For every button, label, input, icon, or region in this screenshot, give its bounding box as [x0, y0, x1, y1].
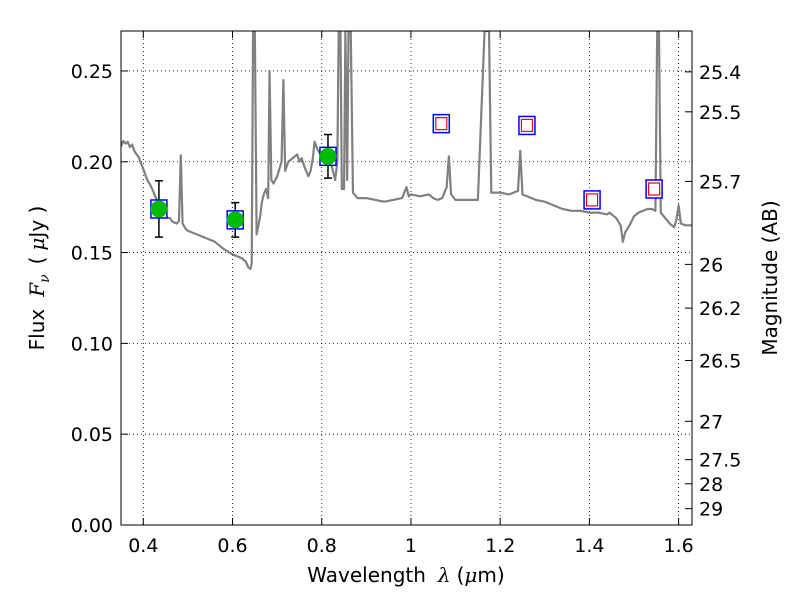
- upper-limit-marker: [647, 182, 661, 196]
- x-axis-label: Wavelength λ (μm): [307, 563, 504, 587]
- y2-tick-label: 26.5: [699, 350, 741, 372]
- observed-photometry-marker: [319, 147, 337, 165]
- plot-frame: [120, 30, 693, 526]
- y2-axis-label: Magnitude (AB): [758, 200, 782, 355]
- y2-tick-label: 29: [699, 499, 723, 521]
- x-tick-label: 0.4: [128, 535, 158, 557]
- upper-limit-marker: [435, 117, 448, 131]
- y2-tick-label: 25.7: [699, 171, 741, 193]
- tick-labels: 0.4 0.6 0.8 1 1.2 1.4 1.6 0.00 0.05 0.10 0.15 0.20 0…: [71, 61, 742, 557]
- y-tick-label: 0.25: [71, 61, 113, 83]
- y2-tick-label: 26: [699, 254, 723, 276]
- y-tick-label: 0.00: [71, 515, 113, 537]
- y-tick-label: 0.10: [71, 333, 113, 355]
- x-tick-label: 1: [405, 535, 417, 557]
- x-tick-label: 1.2: [485, 535, 515, 557]
- y2-tick-label: 25.5: [699, 102, 741, 124]
- upper-limit-marker: [585, 193, 599, 207]
- y-tick-label: 0.15: [71, 243, 113, 265]
- y-tick-label: 0.20: [71, 152, 113, 174]
- axis-ticks: [121, 31, 692, 526]
- y2-tick-label: 27.5: [699, 450, 741, 472]
- y2-tick-label: 28: [699, 474, 723, 496]
- y-tick-label: 0.05: [71, 424, 113, 446]
- x-tick-label: 0.8: [307, 535, 337, 557]
- y2-tick-label: 26.2: [699, 298, 741, 320]
- x-tick-label: 1.6: [664, 535, 694, 557]
- observed-photometry-marker: [150, 200, 168, 218]
- observed-photometry-marker: [226, 211, 244, 229]
- y2-tick-label: 25.4: [699, 62, 741, 84]
- x-tick-label: 0.6: [217, 535, 247, 557]
- y2-tick-label: 27: [699, 411, 723, 433]
- y-axis-label: FluxFν(μJy ): [25, 206, 53, 351]
- upper-limit-marker: [520, 118, 534, 133]
- photometry-points: [150, 113, 663, 238]
- x-tick-label: 1.4: [574, 535, 604, 557]
